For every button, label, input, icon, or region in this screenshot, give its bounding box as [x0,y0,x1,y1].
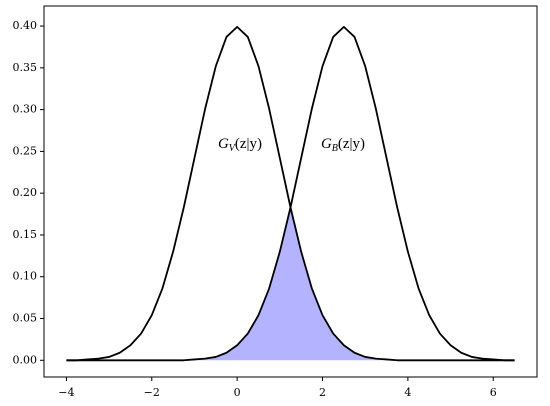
x-tick-label: 0 [234,386,241,399]
curve [66,25,515,362]
annotation-sub: V [229,143,237,154]
y-tick-label: 0.00 [13,353,38,366]
x-tick-label: 2 [319,386,326,399]
x-tick-label: −4 [58,386,74,399]
y-tick-label: 0.40 [13,19,38,32]
y-tick-label: 0.30 [13,103,38,116]
y-tick-label: 0.05 [13,312,38,325]
x-tick-label: 6 [490,386,497,399]
shaded-area [66,207,515,361]
x-tick-label: 4 [404,386,411,399]
plot-frame [43,5,538,378]
annotation-rest: (z|y) [235,136,262,152]
annotation-base: G [218,136,229,152]
y-tick-label: 0.10 [13,270,38,283]
y-tick-label: 0.15 [13,228,38,241]
y-tick-label: 0.35 [13,61,38,74]
x-tick-label: −2 [144,386,160,399]
annotation-base: G [321,136,332,152]
annotation: GV(z|y) [218,136,262,154]
annotation-sub: B [332,143,338,154]
annotation-rest: (z|y) [338,136,365,152]
annotation: GB(z|y) [321,136,365,154]
y-tick-label: 0.20 [13,186,38,199]
y-tick-label: 0.25 [13,144,38,157]
